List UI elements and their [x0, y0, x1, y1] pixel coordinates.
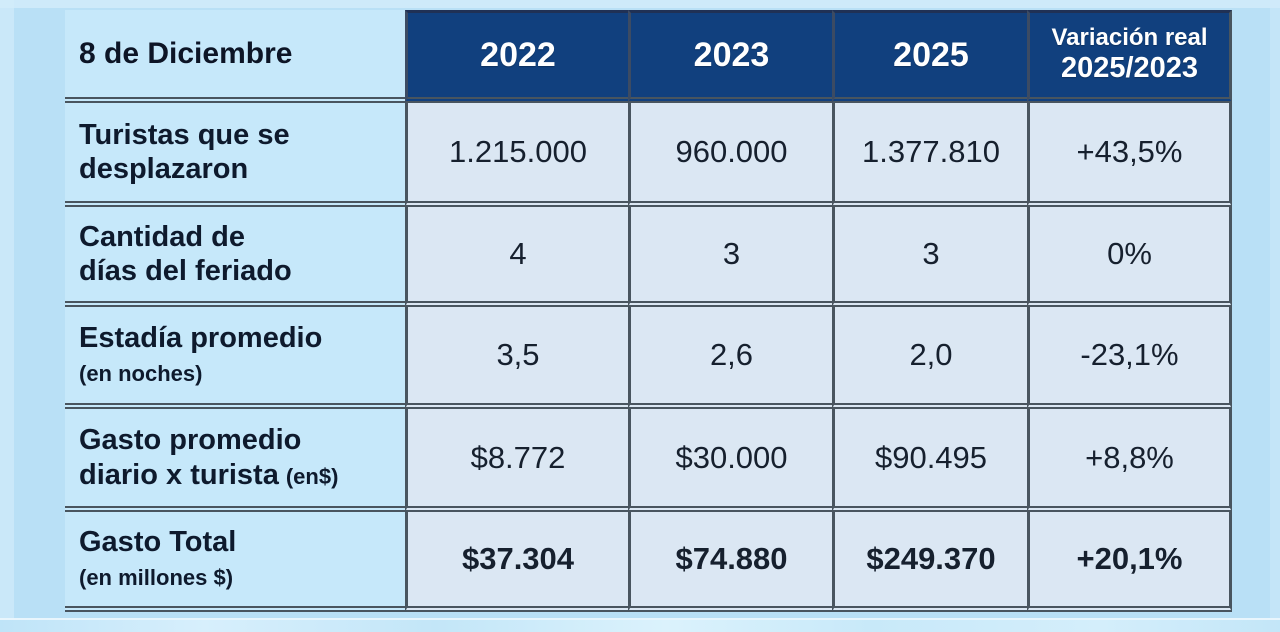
value-text: 2,6 [709, 337, 754, 372]
year-header-label: 2025 [893, 35, 969, 74]
variation-cell-gasto-promedio: +8,8% [1027, 409, 1232, 512]
value-text: $249.370 [866, 541, 996, 576]
variation-header-line2: 2025/2023 [1060, 52, 1199, 85]
bottom-blur-strip [0, 618, 1280, 632]
value-text: 960.000 [675, 134, 788, 169]
value-text: 3,5 [496, 337, 540, 372]
year-header-label: 2023 [693, 35, 770, 74]
value-text: +8,8% [1085, 439, 1174, 475]
value-text: $8.772 [470, 439, 566, 475]
value-text: $74.880 [675, 541, 788, 576]
year-header-label: 2022 [480, 35, 556, 74]
variation-cell-dias: 0% [1027, 207, 1232, 307]
value-cell-estadia-2022: 3,5 [405, 307, 628, 409]
value-cell-gasto-promedio-2023: $30.000 [628, 409, 832, 512]
row-label-line2: desplazaron [79, 153, 249, 185]
row-label-note: (en$) [285, 463, 339, 489]
value-cell-turistas-2025: 1.377.810 [832, 103, 1027, 207]
value-cell-dias-2023: 3 [628, 207, 832, 307]
year-header-2025: 2025 [832, 10, 1027, 103]
value-cell-turistas-2022: 1.215.000 [405, 103, 628, 207]
value-text: $37.304 [461, 541, 575, 576]
value-cell-dias-2025: 3 [832, 207, 1027, 307]
variation-cell-gasto-total: +20,1% [1027, 512, 1232, 612]
row-label-line2: días del feriado [79, 255, 292, 287]
row-label-turistas: Turistas que se desplazaron [65, 103, 405, 207]
value-text: +43,5% [1076, 134, 1183, 169]
variation-cell-estadia: -23,1% [1027, 307, 1232, 409]
row-label-line1: Gasto promedio [79, 424, 302, 457]
row-label-gasto-promedio: Gasto promedio diario x turista (en$) [65, 409, 405, 512]
variation-header: Variación real 2025/2023 [1027, 10, 1232, 103]
value-cell-turistas-2023: 960.000 [628, 103, 832, 207]
value-cell-estadia-2025: 2,0 [832, 307, 1027, 409]
year-header-2023: 2023 [628, 10, 832, 103]
row-label-line2-wrap: diario x turista (en$) [79, 458, 338, 492]
value-cell-gasto-total-2023: $74.880 [628, 512, 832, 612]
row-label-line1: Cantidad de [79, 220, 245, 253]
corner-header: 8 de Diciembre [65, 10, 405, 103]
value-cell-gasto-promedio-2025: $90.495 [832, 409, 1027, 512]
row-label-estadia: Estadía promedio (en noches) [65, 307, 405, 409]
row-label-dias-feriado: Cantidad de días del feriado [65, 207, 405, 307]
row-label-line2-wrap: días del feriado [79, 254, 292, 288]
row-label-gasto-total: Gasto Total (en millones $) [65, 512, 405, 612]
row-label-line2-wrap: (en millones $) [79, 559, 233, 593]
row-label-line1: Gasto Total [79, 525, 237, 558]
value-text: 4 [509, 236, 527, 271]
value-text: -23,1% [1080, 337, 1179, 372]
value-text: $30.000 [675, 439, 788, 475]
value-cell-gasto-total-2022: $37.304 [405, 512, 628, 612]
row-label-line2-wrap: (en noches) [79, 355, 202, 389]
value-text: 3 [922, 236, 940, 271]
value-cell-gasto-promedio-2022: $8.772 [405, 409, 628, 512]
value-text: +20,1% [1076, 541, 1183, 576]
value-text: 2,0 [909, 337, 953, 372]
variation-cell-turistas: +43,5% [1027, 103, 1232, 207]
row-label-note: (en millones $) [79, 565, 234, 590]
right-edge-artifact [1270, 0, 1280, 632]
value-text: 0% [1107, 236, 1152, 271]
row-label-line1: Turistas que se [79, 118, 290, 151]
value-text: 1.377.810 [862, 134, 1000, 169]
holiday-tourism-table: 8 de Diciembre 2022 2023 2025 Variación … [65, 10, 1232, 612]
left-edge-artifact [0, 0, 14, 632]
corner-header-label: 8 de Diciembre [79, 36, 293, 70]
row-label-line2: diario x turista [79, 458, 279, 491]
row-label-note: (en noches) [79, 361, 203, 386]
year-header-2022: 2022 [405, 10, 628, 103]
row-label-line2-wrap: desplazaron [79, 152, 248, 186]
value-cell-dias-2022: 4 [405, 207, 628, 307]
row-label-line1: Estadía promedio [79, 321, 323, 354]
value-cell-estadia-2023: 2,6 [628, 307, 832, 409]
variation-header-line1: Variación real [1051, 24, 1208, 52]
value-text: 1.215.000 [449, 134, 587, 169]
value-text: $90.495 [874, 439, 988, 475]
top-edge-artifact [0, 0, 1280, 8]
value-cell-gasto-total-2025: $249.370 [832, 512, 1027, 612]
value-text: 3 [722, 236, 741, 271]
